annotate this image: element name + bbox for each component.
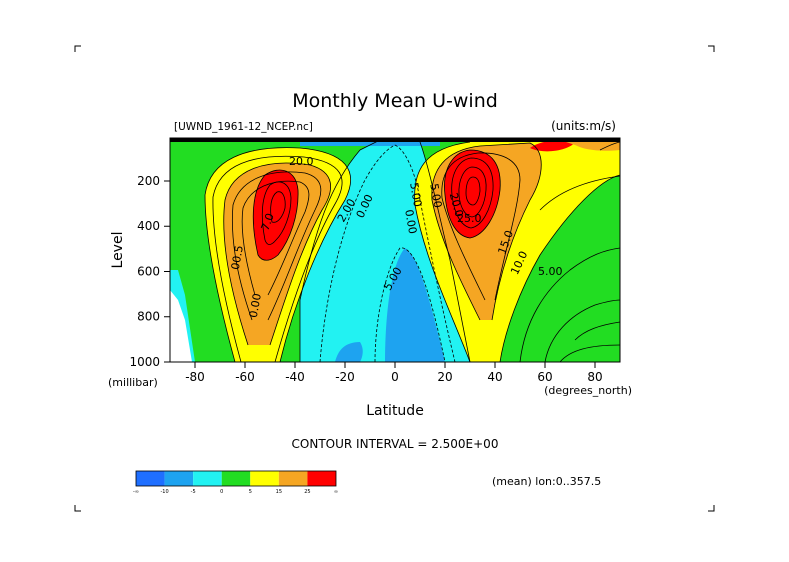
contour-label: 0.00	[247, 292, 264, 318]
colorbar-label: 25	[304, 489, 310, 495]
y-tick-label: 200	[137, 174, 160, 188]
negative-contours	[319, 144, 456, 362]
colorbar-swatch	[193, 471, 222, 486]
contour-label: 20.0	[447, 191, 466, 218]
contour-label: 5.00	[407, 182, 424, 208]
colorbar-swatch	[250, 471, 279, 486]
colorbar-label: 5	[249, 489, 252, 495]
contour-lines	[204, 139, 620, 362]
colorbar-swatch	[307, 471, 336, 486]
colorbar-swatch	[164, 471, 194, 486]
x-tick-label: -20	[335, 370, 355, 384]
y-axis-label: Level	[110, 232, 126, 269]
x-tick-label: 0	[391, 370, 399, 384]
colorbar-swatch	[278, 471, 308, 486]
y-axis-unit-label: (millibar)	[108, 376, 158, 389]
crop-marks	[74, 45, 715, 512]
x-tick-label: -60	[235, 370, 255, 384]
x-axis-unit-label: (degrees_north)	[544, 384, 632, 397]
y-tick-label: 600	[137, 264, 160, 278]
dataset-label: [UWND_1961-12_NCEP.nc]	[174, 121, 313, 133]
colorbar-label: 15	[276, 489, 282, 495]
y-tick-label: 800	[137, 310, 160, 324]
x-tick-label: 80	[587, 370, 602, 384]
contour-label: 5.00	[538, 265, 563, 278]
x-axis: -80 -60 -40 -20 0 20 40 60 80	[185, 362, 603, 384]
x-tick-label: 20	[437, 370, 452, 384]
contour-label: 00.5	[229, 244, 246, 270]
y-tick-label: 400	[137, 219, 160, 233]
colorbar-label: -5	[191, 489, 196, 495]
contour-label: 0.00	[402, 209, 419, 235]
y-tick-label: 1000	[129, 355, 160, 369]
colorbar-label: ∞	[334, 489, 338, 495]
x-tick-label: 40	[487, 370, 502, 384]
contour-label: 20.0	[289, 155, 314, 168]
contour-interval-text: CONTOUR INTERVAL = 2.500E+00	[292, 437, 499, 451]
x-tick-label: -40	[285, 370, 305, 384]
colorbar-swatch	[221, 471, 251, 486]
colorbar-swatch	[136, 471, 165, 486]
contour-label: 7.0	[259, 212, 277, 233]
mean-text: (mean) lon:0..357.5	[492, 475, 601, 488]
x-axis-label: Latitude	[366, 403, 424, 419]
x-tick-label: -80	[185, 370, 205, 384]
contour-label: 5.00	[427, 183, 444, 209]
units-label: (units:m/s)	[551, 119, 616, 133]
colorbar-label: -∞	[133, 489, 139, 495]
colorbar-frame	[135, 470, 337, 487]
colorbar-label: -10	[160, 489, 168, 495]
x-tick-label: 60	[537, 370, 552, 384]
colorbar-label: 0	[220, 489, 223, 495]
colorbar: -∞ -10 -5 0 5 15 25 ∞	[133, 470, 338, 495]
chart-title: Monthly Mean U-wind	[292, 90, 498, 112]
y-axis: 200 400 600 800 1000	[129, 174, 170, 369]
contour-label: 25.0	[457, 212, 482, 225]
